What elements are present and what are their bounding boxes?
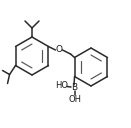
Text: O: O: [56, 45, 62, 55]
Text: HO: HO: [56, 82, 69, 90]
Text: OH: OH: [69, 94, 81, 104]
Text: B: B: [71, 83, 77, 93]
